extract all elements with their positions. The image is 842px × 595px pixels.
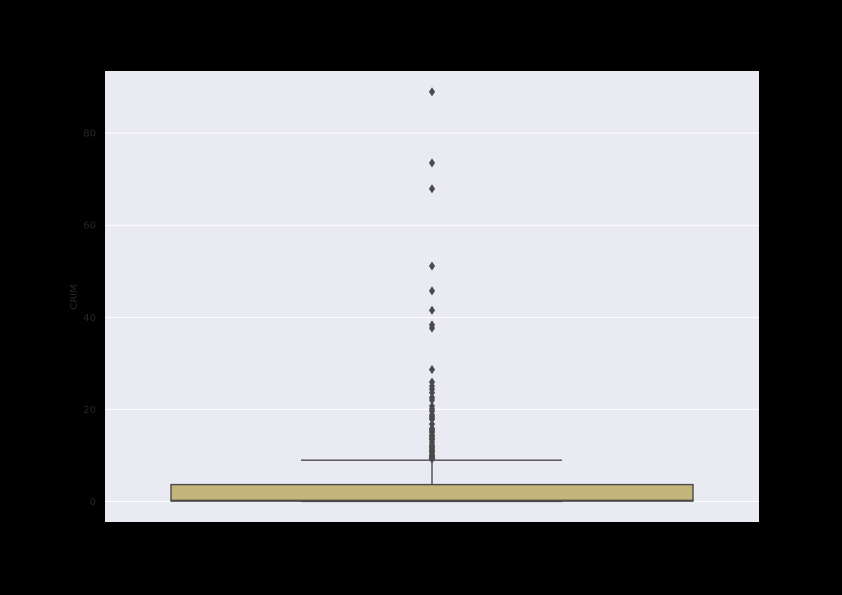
y-tick-label-20: 20: [83, 405, 96, 416]
y-tick-label-0: 0: [90, 497, 96, 508]
y-tick-label-80: 80: [83, 129, 96, 140]
y-axis-label: CRIM: [69, 284, 80, 310]
iqr-box: [171, 485, 693, 502]
box-element: [171, 485, 693, 502]
y-tick-label-60: 60: [83, 221, 96, 232]
y-tick-label-40: 40: [83, 313, 96, 324]
